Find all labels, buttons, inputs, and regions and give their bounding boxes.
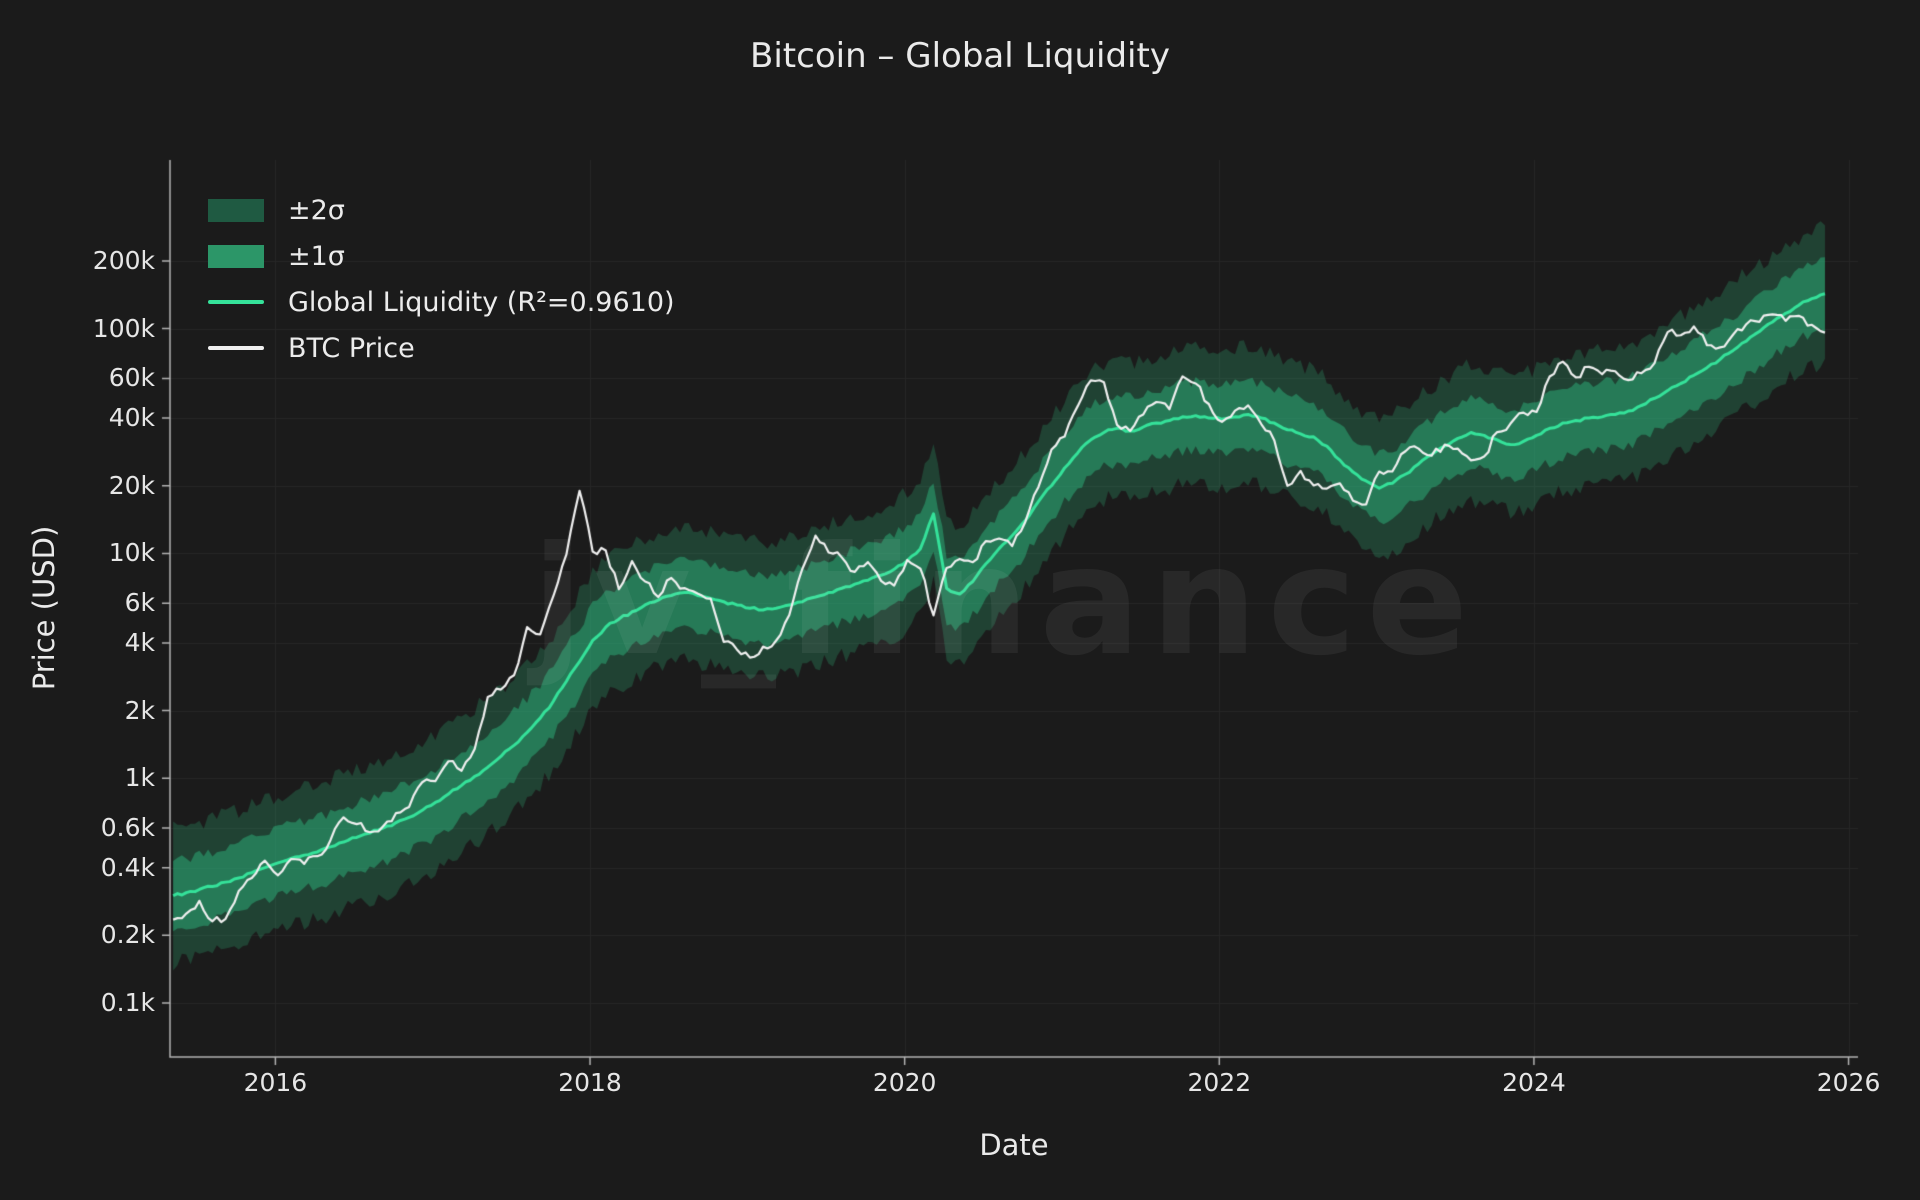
y-tick-label: 100k (92, 313, 155, 343)
y-tick-label: 60k (108, 363, 155, 393)
y-tick-label: 1k (124, 763, 155, 793)
legend-item-liquidity: Global Liquidity (R²=0.9610) (208, 279, 675, 325)
y-tick-label: 20k (108, 470, 155, 500)
legend-item-btc: BTC Price (208, 325, 675, 371)
legend-item-sigma1: ±1σ (208, 233, 675, 279)
sigma2-band-swatch (208, 198, 264, 222)
legend-label-btc: BTC Price (288, 332, 415, 364)
y-tick-label: 4k (124, 627, 155, 657)
y-tick-label: 2k (124, 695, 155, 725)
x-tick-label: 2024 (1502, 1068, 1566, 1097)
legend-label-liquidity: Global Liquidity (R²=0.9610) (288, 286, 675, 318)
chart-title: Bitcoin – Global Liquidity (750, 36, 1170, 76)
y-tick-label: 0.2k (100, 920, 155, 950)
legend-label-sigma2: ±2σ (288, 194, 345, 226)
y-tick-label: 10k (108, 538, 155, 568)
btc-line-swatch (208, 346, 264, 350)
y-tick-label: 200k (92, 245, 155, 275)
legend-label-sigma1: ±1σ (288, 240, 345, 272)
legend: ±2σ ±1σ Global Liquidity (R²=0.9610) BTC… (208, 187, 675, 371)
liquidity-line-swatch (208, 300, 264, 304)
legend-item-sigma2: ±2σ (208, 187, 675, 233)
y-tick-label: 6k (124, 588, 155, 618)
y-tick-label: 0.4k (100, 852, 155, 882)
x-tick-label: 2018 (558, 1068, 622, 1097)
x-tick-label: 2026 (1816, 1068, 1881, 1097)
y-tick-label: 0.6k (100, 813, 155, 843)
x-axis-label: Date (979, 1128, 1049, 1162)
y-tick-label: 0.1k (100, 988, 155, 1018)
x-tick-label: 2016 (243, 1068, 308, 1097)
x-tick-label: 2020 (872, 1068, 937, 1097)
sigma1-band-swatch (208, 244, 264, 268)
x-tick-label: 2022 (1187, 1068, 1252, 1097)
y-tick-label: 40k (108, 403, 155, 433)
